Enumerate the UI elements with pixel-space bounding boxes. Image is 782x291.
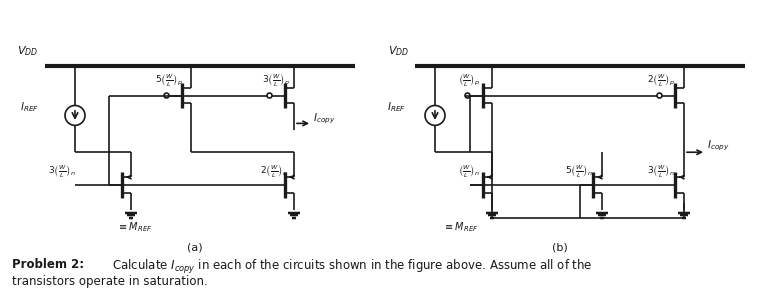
Text: $3\left(\frac{W}{L}\right)_n$: $3\left(\frac{W}{L}\right)_n$ — [647, 164, 675, 180]
Text: $3\left(\frac{W}{L}\right)_n$: $3\left(\frac{W}{L}\right)_n$ — [48, 164, 76, 180]
Text: $I_{copy}$: $I_{copy}$ — [313, 111, 335, 126]
Text: $\equiv M_{REF}$: $\equiv M_{REF}$ — [443, 220, 479, 234]
Text: $\left(\frac{W}{L}\right)_n$: $\left(\frac{W}{L}\right)_n$ — [458, 164, 480, 180]
Text: $I_{REF}$: $I_{REF}$ — [20, 101, 39, 114]
Text: (b): (b) — [552, 243, 568, 253]
Text: transistors operate in saturation.: transistors operate in saturation. — [12, 275, 208, 288]
Text: $3\left(\frac{W}{L}\right)_p$: $3\left(\frac{W}{L}\right)_p$ — [262, 72, 290, 89]
Text: $2\left(\frac{W}{L}\right)_n$: $2\left(\frac{W}{L}\right)_n$ — [260, 164, 288, 180]
Text: $I_{copy}$: $I_{copy}$ — [707, 139, 730, 153]
Text: Problem 2:: Problem 2: — [12, 258, 84, 271]
Text: Calculate $I_{copy}$ in each of the circuits shown in the figure above. Assume a: Calculate $I_{copy}$ in each of the circ… — [112, 258, 593, 276]
Text: $V_{DD}$: $V_{DD}$ — [388, 44, 409, 58]
Text: $2\left(\frac{W}{L}\right)_p$: $2\left(\frac{W}{L}\right)_p$ — [647, 72, 675, 89]
Text: $5\left(\frac{W}{L}\right)_p$: $5\left(\frac{W}{L}\right)_p$ — [155, 72, 183, 89]
Text: $I_{REF}$: $I_{REF}$ — [387, 101, 406, 114]
Text: $V_{DD}$: $V_{DD}$ — [16, 44, 38, 58]
Text: $5\left(\frac{W}{L}\right)_n$: $5\left(\frac{W}{L}\right)_n$ — [565, 164, 593, 180]
Text: $\left(\frac{W}{L}\right)_p$: $\left(\frac{W}{L}\right)_p$ — [458, 72, 480, 89]
Text: (a): (a) — [187, 243, 203, 253]
Text: $\equiv M_{REF}$: $\equiv M_{REF}$ — [117, 220, 152, 234]
